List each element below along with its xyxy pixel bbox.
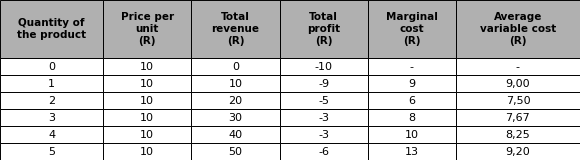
Bar bbox=[368, 58, 456, 75]
Text: 1: 1 bbox=[48, 79, 55, 89]
Bar bbox=[456, 109, 580, 126]
Text: 50: 50 bbox=[229, 147, 242, 156]
Text: 10: 10 bbox=[405, 130, 419, 140]
Text: 20: 20 bbox=[229, 96, 242, 106]
Text: Quantity of
the product: Quantity of the product bbox=[17, 18, 86, 40]
Text: 4: 4 bbox=[48, 130, 55, 140]
Text: -3: -3 bbox=[318, 130, 329, 140]
Text: Total
revenue
(R): Total revenue (R) bbox=[212, 12, 259, 46]
Text: 7,50: 7,50 bbox=[506, 96, 530, 106]
Text: 0: 0 bbox=[48, 62, 55, 72]
Text: 9: 9 bbox=[408, 79, 415, 89]
Bar bbox=[0, 126, 103, 143]
Text: Total
profit
(R): Total profit (R) bbox=[307, 12, 340, 46]
Text: 10: 10 bbox=[140, 147, 154, 156]
Text: -5: -5 bbox=[318, 96, 329, 106]
Bar bbox=[191, 109, 280, 126]
Bar bbox=[456, 126, 580, 143]
Text: 10: 10 bbox=[229, 79, 242, 89]
Bar bbox=[0, 0, 103, 58]
Bar bbox=[280, 126, 368, 143]
Bar bbox=[191, 143, 280, 160]
Bar bbox=[103, 92, 191, 109]
Text: Marginal
cost
(R): Marginal cost (R) bbox=[386, 12, 438, 46]
Text: 2: 2 bbox=[48, 96, 55, 106]
Text: 10: 10 bbox=[140, 96, 154, 106]
Bar bbox=[0, 75, 103, 92]
Bar bbox=[103, 58, 191, 75]
Text: 7,67: 7,67 bbox=[506, 113, 530, 123]
Bar bbox=[456, 0, 580, 58]
Text: 10: 10 bbox=[140, 130, 154, 140]
Bar bbox=[191, 75, 280, 92]
Text: -9: -9 bbox=[318, 79, 329, 89]
Text: -3: -3 bbox=[318, 113, 329, 123]
Text: 3: 3 bbox=[48, 113, 55, 123]
Bar bbox=[280, 58, 368, 75]
Bar bbox=[456, 143, 580, 160]
Text: 5: 5 bbox=[48, 147, 55, 156]
Bar bbox=[280, 92, 368, 109]
Text: 10: 10 bbox=[140, 79, 154, 89]
Bar bbox=[280, 0, 368, 58]
Bar bbox=[368, 0, 456, 58]
Bar bbox=[0, 58, 103, 75]
Text: 9,20: 9,20 bbox=[506, 147, 530, 156]
Bar bbox=[103, 0, 191, 58]
Bar bbox=[191, 126, 280, 143]
Text: Price per
unit
(R): Price per unit (R) bbox=[121, 12, 174, 46]
Text: 10: 10 bbox=[140, 62, 154, 72]
Text: 10: 10 bbox=[140, 113, 154, 123]
Text: 6: 6 bbox=[408, 96, 415, 106]
Bar bbox=[103, 109, 191, 126]
Text: -: - bbox=[410, 62, 414, 72]
Text: 13: 13 bbox=[405, 147, 419, 156]
Bar bbox=[0, 109, 103, 126]
Text: 8: 8 bbox=[408, 113, 415, 123]
Text: 9,00: 9,00 bbox=[506, 79, 530, 89]
Bar bbox=[0, 92, 103, 109]
Bar bbox=[456, 75, 580, 92]
Bar bbox=[103, 143, 191, 160]
Text: 40: 40 bbox=[229, 130, 242, 140]
Text: 8,25: 8,25 bbox=[506, 130, 530, 140]
Bar bbox=[191, 58, 280, 75]
Text: 0: 0 bbox=[232, 62, 239, 72]
Bar bbox=[280, 75, 368, 92]
Text: 30: 30 bbox=[229, 113, 242, 123]
Bar bbox=[280, 143, 368, 160]
Bar bbox=[456, 58, 580, 75]
Bar bbox=[191, 92, 280, 109]
Bar bbox=[368, 126, 456, 143]
Bar bbox=[280, 109, 368, 126]
Bar bbox=[368, 92, 456, 109]
Bar bbox=[368, 143, 456, 160]
Bar bbox=[103, 75, 191, 92]
Bar bbox=[103, 126, 191, 143]
Bar bbox=[0, 143, 103, 160]
Text: -10: -10 bbox=[314, 62, 333, 72]
Bar bbox=[191, 0, 280, 58]
Bar bbox=[368, 75, 456, 92]
Text: -6: -6 bbox=[318, 147, 329, 156]
Text: Average
variable cost
(R): Average variable cost (R) bbox=[480, 12, 556, 46]
Bar bbox=[456, 92, 580, 109]
Text: -: - bbox=[516, 62, 520, 72]
Bar bbox=[368, 109, 456, 126]
